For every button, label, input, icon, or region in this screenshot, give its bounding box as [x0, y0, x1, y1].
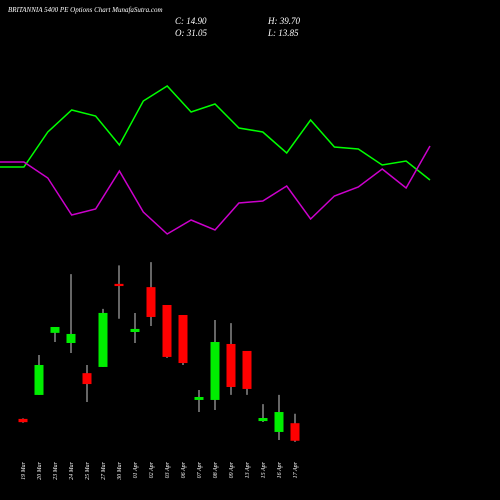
x-tick-label: 15 Apr — [261, 461, 267, 478]
candle-body — [274, 412, 284, 432]
x-tick-label: 13 Apr — [245, 461, 251, 478]
x-tick-label: 27 Mar — [101, 461, 107, 479]
candle-body — [98, 312, 108, 367]
candle-body — [242, 350, 252, 389]
x-tick-label: 02 Apr — [149, 461, 155, 478]
high-label: H: 39.70 — [267, 16, 300, 26]
candle-body — [290, 423, 300, 441]
x-tick-label: 20 Mar — [37, 461, 43, 479]
candle-body — [50, 326, 60, 333]
candle-body — [34, 364, 44, 395]
x-tick-label: 07 Apr — [197, 461, 203, 478]
x-tick-label: 24 Mar — [68, 461, 75, 479]
x-tick-label: 03 Apr — [165, 461, 171, 478]
x-tick-label: 19 Mar — [21, 461, 27, 479]
candle-body — [114, 283, 124, 287]
low-label: L: 13.85 — [267, 28, 299, 38]
candle-body — [162, 304, 172, 357]
chart-title: BRITANNIA 5400 PE Options Chart MunafaSu… — [8, 6, 163, 14]
candle-body — [82, 373, 92, 385]
x-tick-label: 17 Apr — [293, 461, 299, 478]
x-tick-label: 06 Apr — [181, 461, 187, 478]
x-tick-label: 01 Apr — [133, 461, 139, 478]
candle-body — [178, 315, 188, 364]
x-tick-label: 30 Mar — [117, 461, 123, 480]
x-tick-label: 08 Apr — [213, 461, 219, 478]
indicator-line — [0, 85, 431, 181]
close-label: C: 14.90 — [175, 16, 207, 26]
x-tick-label: 25 Mar — [85, 461, 91, 479]
candle-body — [194, 397, 204, 400]
indicator-line — [0, 145, 431, 235]
open-label: O: 31.05 — [175, 28, 207, 38]
x-tick-label: 16 Apr — [277, 461, 283, 478]
candle-body — [258, 418, 268, 422]
candle-body — [66, 333, 76, 343]
candle-body — [130, 328, 140, 332]
x-tick-label: 09 Apr — [229, 461, 235, 478]
candle-body — [226, 343, 236, 387]
candle-body — [18, 418, 28, 423]
candle-body — [146, 287, 156, 317]
candle-body — [210, 342, 220, 400]
x-tick-label: 23 Mar — [53, 461, 59, 479]
